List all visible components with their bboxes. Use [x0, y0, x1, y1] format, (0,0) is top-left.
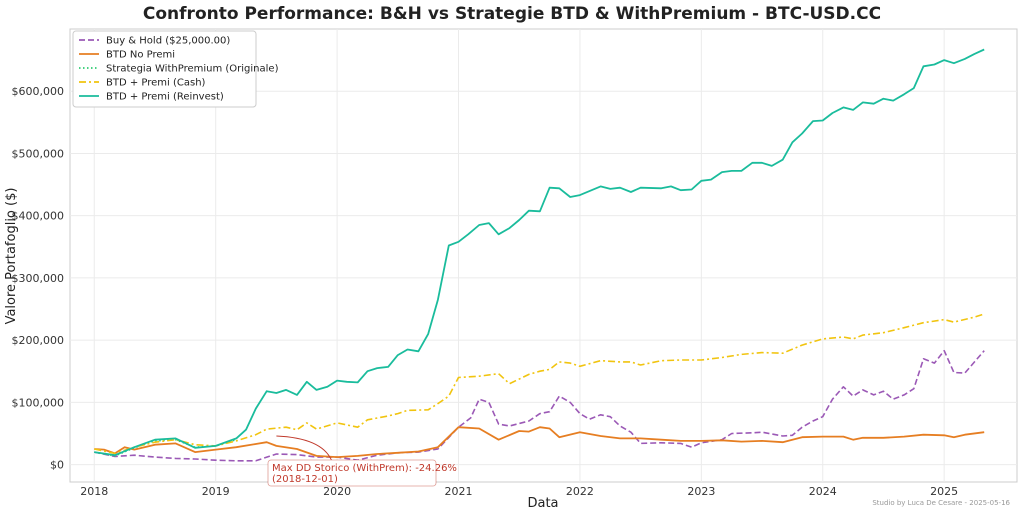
x-tick-label: 2021	[445, 485, 473, 498]
y-tick-label: $600,000	[12, 85, 65, 98]
chart-title: Confronto Performance: B&H vs Strategie …	[143, 4, 881, 24]
x-tick-label: 2022	[566, 485, 594, 498]
x-axis-label: Data	[527, 496, 558, 511]
x-tick-label: 2023	[687, 485, 715, 498]
y-tick-label: $300,000	[12, 272, 65, 285]
x-tick-label: 2025	[930, 485, 958, 498]
legend-entry: Buy & Hold ($25,000.00)	[106, 36, 230, 47]
series-line-4	[94, 313, 985, 455]
series-layer	[94, 48, 985, 462]
series-line-5	[94, 48, 985, 457]
y-tick-label: $400,000	[12, 210, 65, 223]
legend-frame	[72, 30, 257, 108]
x-tick-label: 2018	[80, 485, 108, 498]
legend-entry: Strategia WithPremium (Originale)	[106, 64, 279, 75]
y-axis-ticks: $0 $100,000 $200,000 $300,000 $400,000 $500,0…	[12, 85, 65, 471]
annotation-text: Max DD Storico (WithPrem): -24.26%	[272, 463, 457, 474]
y-tick-label: $100,000	[12, 396, 65, 409]
y-tick-label: $500,000	[12, 147, 65, 160]
series-line-1	[94, 349, 985, 462]
legend-entry: BTD No Premi	[106, 50, 175, 61]
annotation-arrow	[276, 435, 332, 461]
x-axis-ticks: 2018 2019 2020 2021 2022 2023 2024 2025	[80, 485, 958, 498]
max-drawdown-annotation: Max DD Storico (WithPrem): -24.26% (2018…	[267, 435, 457, 487]
x-tick-label: 2024	[809, 485, 837, 498]
annotation-date: (2018-12-01)	[272, 474, 338, 485]
x-tick-label: 2019	[202, 485, 230, 498]
legend-entry: BTD + Premi (Reinvest)	[106, 92, 224, 103]
legend: Buy & Hold ($25,000.00) BTD No Premi Strat…	[72, 30, 279, 108]
legend-entry: BTD + Premi (Cash)	[106, 78, 206, 89]
y-tick-label: $0	[50, 459, 64, 472]
series-line-2	[94, 426, 985, 458]
grid	[70, 29, 1017, 482]
annotation-box	[267, 459, 437, 487]
y-axis-label: Valore Portafoglio ($)	[4, 188, 19, 325]
y-tick-label: $200,000	[12, 334, 65, 347]
x-tick-label: 2020	[323, 485, 351, 498]
credit-text: Studio by Luca De Cesare - 2025-05-16	[872, 499, 1010, 507]
